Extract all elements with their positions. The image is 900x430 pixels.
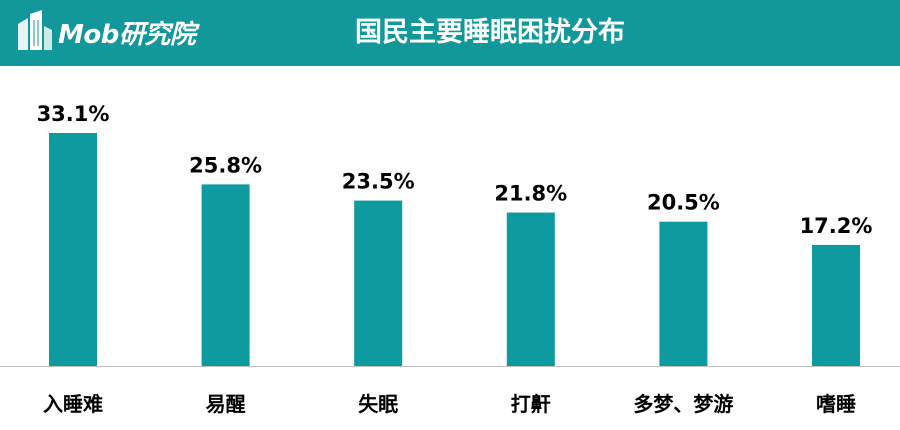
bar-0 [49, 133, 97, 366]
category-label-3: 打鼾 [511, 392, 551, 416]
value-label-3: 21.8% [494, 182, 567, 206]
building-logo-icon [18, 10, 52, 50]
value-label-4: 20.5% [647, 191, 720, 215]
bar-4 [659, 221, 708, 366]
mob-logo: Mob研究院 [14, 8, 196, 56]
chart-title: 国民主要睡眠困扰分布 [355, 17, 625, 48]
logo-text: Mob研究院 [58, 19, 196, 50]
bar-1 [201, 184, 250, 366]
value-label-5: 17.2% [800, 214, 873, 238]
bar-chart: 33.1% 入睡难 25.8% 易醒 23.5% 失眠 21.8% 打鼾 20.5% 多梦、梦游 1… [0, 102, 900, 416]
category-label-1: 易醒 [206, 392, 246, 416]
category-label-4: 多梦、梦游 [633, 392, 733, 416]
category-label-2: 失眠 [358, 392, 398, 416]
bar-5 [812, 244, 860, 366]
category-label-0: 入睡难 [43, 392, 103, 416]
value-label-0: 33.1% [37, 102, 110, 126]
bar-3 [506, 212, 555, 366]
header-bar: Mob研究院 国民主要睡眠困扰分布 [0, 0, 900, 66]
category-label-5: 嗜睡 [816, 392, 856, 416]
value-label-1: 25.8% [189, 153, 262, 177]
bar-2 [354, 200, 403, 366]
value-label-2: 23.5% [342, 170, 415, 194]
